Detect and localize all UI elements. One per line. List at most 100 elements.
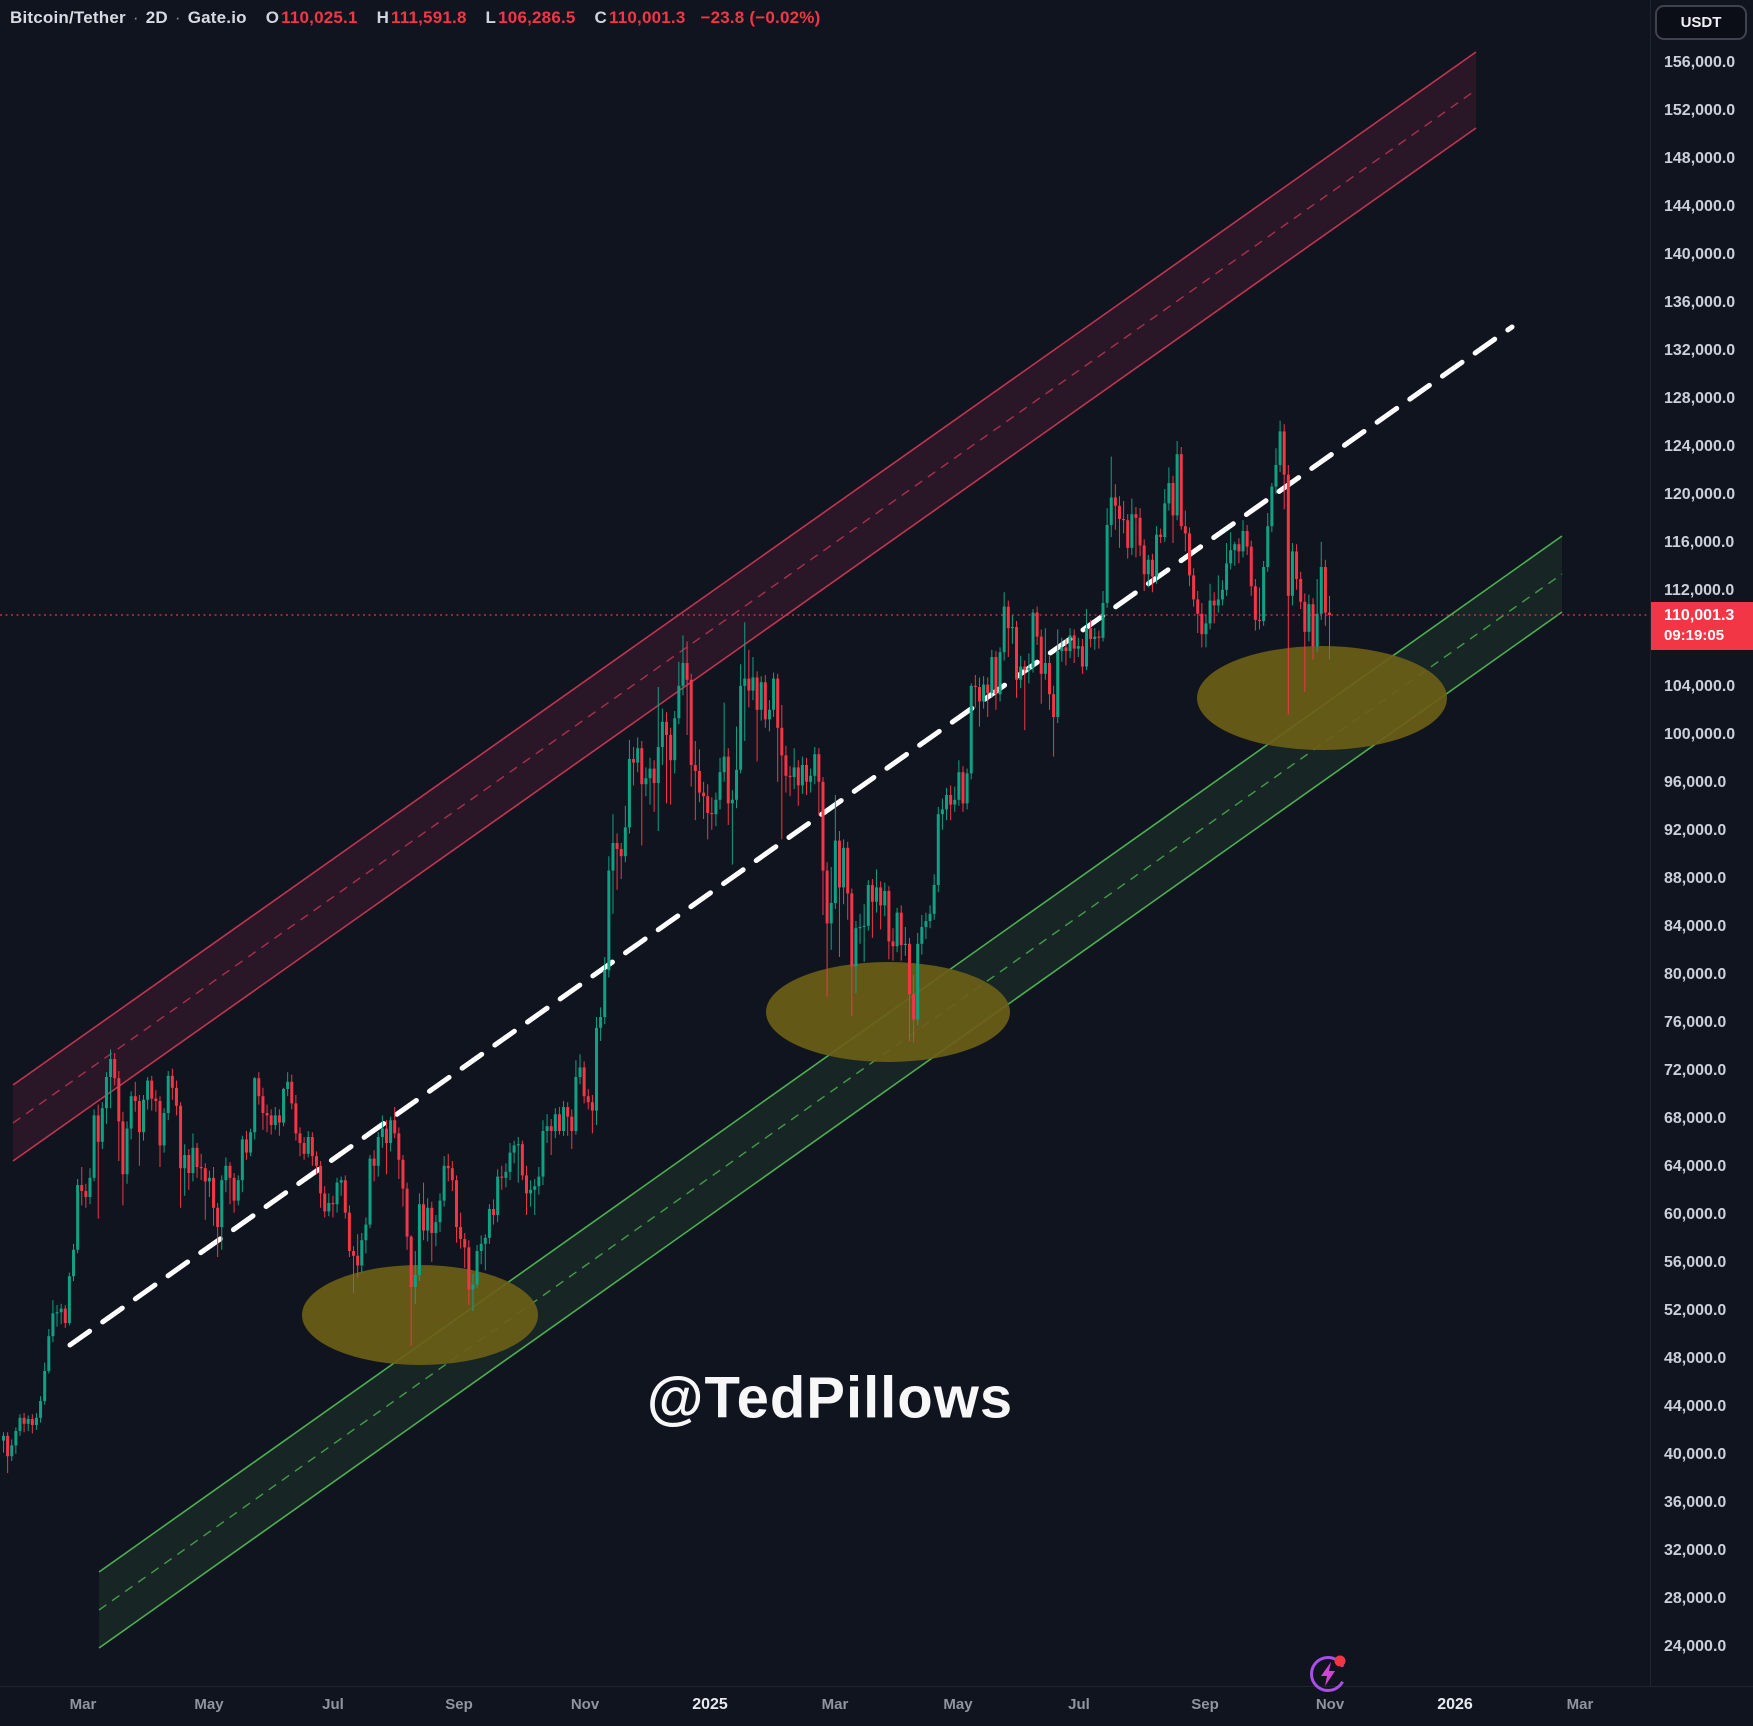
candle-body — [990, 657, 994, 693]
candle-body — [1175, 454, 1179, 516]
candle-body — [1229, 550, 1233, 564]
currency-toggle-button[interactable]: USDT — [1655, 5, 1747, 40]
candle-body — [1282, 431, 1286, 475]
exchange-label[interactable]: Gate.io — [187, 8, 247, 27]
candle-body — [1245, 531, 1249, 547]
candle-body — [331, 1203, 335, 1205]
candle-body — [133, 1096, 137, 1101]
candle-body — [611, 843, 615, 871]
price-tick-label: 136,000.0 — [1664, 294, 1736, 311]
symbol-title[interactable]: Bitcoin/Tether — [10, 8, 126, 27]
timeframe-label[interactable]: 2D — [145, 8, 168, 27]
last-price-label: 110,001.3 09:19:05 — [1651, 601, 1753, 650]
candle-body — [1023, 666, 1027, 671]
price-tick-label: 120,000.0 — [1664, 486, 1736, 503]
candle-body — [953, 799, 957, 805]
candle-body — [817, 754, 821, 782]
candle-body — [236, 1180, 240, 1201]
candle-body — [792, 767, 796, 777]
price-tick-label: 128,000.0 — [1664, 390, 1736, 407]
candle-body — [228, 1165, 232, 1178]
price-tick-label: 64,000.0 — [1664, 1158, 1727, 1175]
candle-body — [516, 1144, 520, 1146]
price-tick-label: 104,000.0 — [1664, 678, 1736, 695]
candle-body — [664, 721, 668, 735]
candle-body — [529, 1189, 533, 1194]
price-tick-label: 84,000.0 — [1664, 918, 1727, 935]
candle-body — [1233, 544, 1237, 551]
candle-body — [96, 1115, 100, 1142]
time-tick-label: May — [194, 1696, 224, 1713]
candle-body — [566, 1107, 570, 1117]
candle-body — [537, 1176, 541, 1187]
candle-body — [1262, 567, 1266, 621]
candle-body — [310, 1137, 314, 1157]
candlesticks — [2, 420, 1331, 1473]
candle-body — [450, 1168, 454, 1181]
candle-body — [2, 1435, 5, 1441]
candle-body — [1047, 663, 1051, 695]
candle-body — [632, 759, 636, 763]
candle-body — [603, 970, 607, 1017]
highlight-ellipse[interactable] — [1197, 646, 1447, 751]
candle-body — [813, 754, 817, 776]
price-axis[interactable]: 110,001.3 09:19:05 156,000.0 152,000.0 148… — [1650, 0, 1753, 1686]
candle-body — [870, 885, 874, 902]
price-tick-label: 116,000.0 — [1664, 534, 1735, 551]
candle-body — [1204, 623, 1208, 635]
candle-body — [183, 1155, 187, 1169]
candle-body — [158, 1101, 162, 1146]
candle-body — [1253, 586, 1257, 620]
candle-body — [590, 1102, 594, 1111]
price-tick-label: 148,000.0 — [1664, 150, 1736, 167]
time-axis[interactable]: Mar May Jul Sep Nov 2025 Mar May Jul Sep Nov 2026 Ma… — [0, 1686, 1753, 1726]
dashed-trendline[interactable] — [67, 324, 1515, 1348]
candle-body — [932, 885, 936, 914]
candle-body — [18, 1417, 22, 1431]
candle-body — [903, 943, 907, 945]
candle-body — [1319, 567, 1323, 614]
candle-body — [533, 1186, 537, 1190]
candle-body — [220, 1180, 224, 1227]
candle-body — [912, 994, 916, 1020]
chart-canvas[interactable] — [0, 0, 1650, 1686]
candle-body — [973, 685, 977, 687]
candle-body — [487, 1209, 491, 1238]
candle-body — [261, 1096, 265, 1113]
highlight-ellipse[interactable] — [766, 961, 1010, 1062]
candle-body — [187, 1155, 191, 1173]
candle-body — [170, 1075, 174, 1088]
time-tick-label: Nov — [570, 1696, 600, 1713]
high-label: H — [376, 8, 390, 27]
candle-body — [627, 759, 631, 828]
candle-body — [232, 1177, 236, 1201]
candle-body — [446, 1165, 450, 1169]
candle-body — [76, 1185, 80, 1250]
candle-body — [1183, 526, 1187, 534]
candle-body — [1089, 628, 1093, 639]
candle-body — [80, 1185, 84, 1191]
candle-body — [323, 1193, 327, 1212]
candle-body — [677, 685, 681, 719]
boost-streak-icon[interactable] — [1305, 1650, 1351, 1696]
candle-body — [203, 1168, 207, 1182]
candle-body — [6, 1435, 10, 1457]
candle-body — [928, 913, 932, 921]
candle-body — [891, 941, 895, 947]
candle-body — [475, 1251, 479, 1285]
highlight-ellipse[interactable] — [302, 1264, 538, 1365]
candle-body — [673, 718, 677, 761]
candle-body — [549, 1126, 553, 1131]
candle-body — [1076, 646, 1080, 649]
candle-body — [290, 1081, 294, 1104]
candle-body — [796, 767, 800, 786]
candle-body — [1208, 600, 1212, 624]
candle-body — [43, 1371, 47, 1401]
time-tick-label: Sep — [1191, 1696, 1219, 1713]
candle-body — [1200, 613, 1204, 635]
price-tick-label: 76,000.0 — [1664, 1014, 1727, 1031]
candle-body — [483, 1237, 487, 1244]
candle-body — [199, 1167, 203, 1169]
candle-body — [30, 1419, 34, 1425]
